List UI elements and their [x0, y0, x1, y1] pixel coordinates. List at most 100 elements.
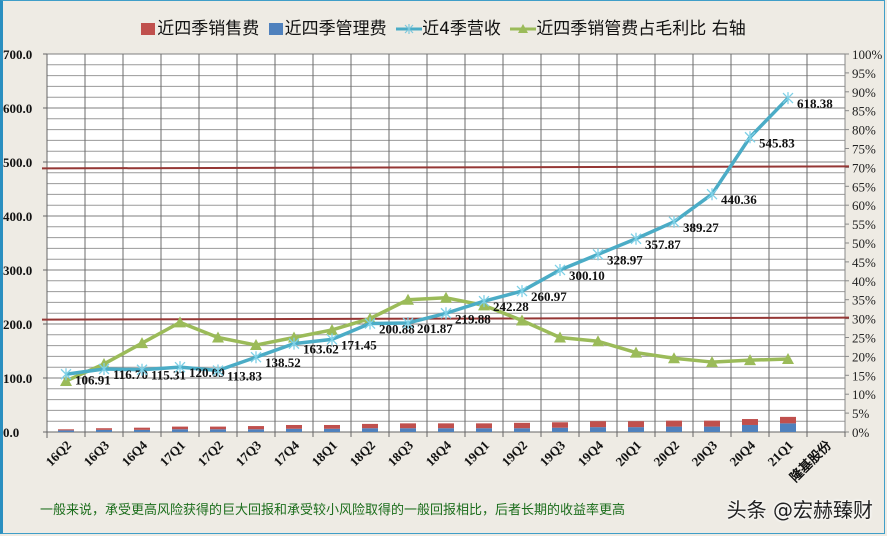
star-marker-icon — [630, 232, 642, 245]
bar-admin-expense — [514, 428, 530, 432]
star-marker-icon — [136, 363, 148, 376]
revenue-data-label: 328.97 — [607, 252, 643, 267]
revenue-data-label: 113.83 — [227, 369, 263, 384]
x-axis: 16Q2 16Q3 16Q4 17Q1 17Q2 17Q3 17Q4 18Q1 18Q2 18Q3… — [43, 431, 846, 485]
bar-sales-expense — [438, 423, 454, 429]
bar-admin-expense — [666, 426, 682, 432]
right-axis-label: 50% — [852, 236, 876, 251]
bar-admin-expense — [210, 429, 226, 432]
right-axis-label: 25% — [852, 331, 876, 346]
revenue-data-label: 545.83 — [759, 135, 795, 150]
left-axis: 0.0 100.0 200.0 300.0 400.0 500.0 600.0 700.0 — [3, 47, 48, 440]
right-axis-label: 80% — [852, 123, 876, 138]
revenue-data-label: 116.70 — [113, 367, 148, 382]
revenue-data-label: 618.38 — [797, 96, 833, 111]
bar-admin-expense — [286, 428, 302, 432]
legend-item-admin-expense: 近四季管理费 — [268, 14, 387, 39]
bar-sales-expense — [210, 426, 226, 430]
star-marker-icon — [668, 215, 680, 228]
revenue-data-label: 201.87 — [417, 321, 453, 336]
star-marker-icon — [174, 361, 186, 374]
bar-sales-expense — [780, 416, 796, 424]
legend-swatch-red — [141, 23, 156, 35]
bar-admin-expense — [96, 429, 112, 432]
bar-sales-expense — [514, 422, 530, 429]
right-axis-label: 35% — [852, 293, 876, 308]
right-axis-label: 40% — [852, 274, 876, 289]
x-axis-label: 18Q2 — [347, 438, 379, 470]
x-axis-label: 17Q4 — [271, 437, 303, 469]
revenue-data-label: 171.45 — [341, 337, 377, 352]
left-axis-label: 0.0 — [3, 425, 19, 440]
x-axis-label: 19Q4 — [575, 437, 607, 469]
right-axis-label: 70% — [852, 160, 876, 175]
right-axis: 0% 5% 10% 15% 20% 25% 30% 35% 40% 45% 50% 55% 60% 65%… — [844, 47, 883, 440]
triangle-marker-icon — [402, 293, 414, 305]
stacked-bars — [58, 416, 796, 432]
x-axis-label: 20Q2 — [651, 438, 683, 470]
bar-admin-expense — [476, 428, 492, 432]
right-axis-label: 30% — [852, 312, 876, 327]
x-axis-label: 21Q1 — [765, 438, 797, 470]
left-axis-label: 300.0 — [3, 263, 32, 278]
x-axis-label: 20Q3 — [689, 437, 721, 469]
legend-triangle-line-icon — [510, 24, 537, 33]
bar-admin-expense — [58, 430, 74, 432]
legend-swatch-blue — [268, 23, 283, 35]
right-axis-label: 10% — [852, 387, 876, 402]
left-axis-label: 700.0 — [3, 47, 32, 62]
revenue-data-label: 242.28 — [493, 299, 529, 314]
right-axis-label: 60% — [852, 198, 876, 213]
triangle-marker-icon — [326, 323, 338, 335]
x-axis-label: 16Q2 — [43, 438, 75, 470]
legend-item-sales-expense: 近四季销售费 — [141, 14, 259, 39]
star-marker-icon — [706, 188, 718, 201]
triangle-marker-icon — [250, 339, 262, 351]
x-axis-label: 18Q4 — [423, 437, 455, 469]
right-axis-label: 55% — [852, 217, 876, 232]
bar-sales-expense — [362, 423, 378, 429]
reference-line — [41, 165, 850, 170]
bar-admin-expense — [742, 424, 758, 432]
right-axis-label: 15% — [852, 368, 876, 383]
bar-sales-expense — [248, 426, 264, 430]
x-axis-label: 18Q3 — [385, 437, 417, 469]
chart-legend: 近四季销售费 近四季管理费 近4季营收 近四季销管费占毛利比 右轴 — [0, 14, 887, 39]
right-axis-label: 100% — [852, 47, 883, 62]
star-marker-icon — [478, 295, 490, 308]
legend-star-line-icon — [396, 24, 423, 34]
bar-admin-expense — [172, 429, 188, 432]
bar-sales-expense — [134, 427, 150, 430]
revenue-data-label: 219.88 — [455, 311, 491, 326]
bar-admin-expense — [134, 429, 150, 432]
star-marker-icon — [554, 263, 566, 276]
x-axis-label: 19Q3 — [537, 437, 569, 469]
star-marker-icon — [516, 285, 528, 298]
bar-sales-expense — [286, 424, 302, 429]
star-marker-icon — [592, 248, 604, 261]
star-marker-icon — [364, 317, 376, 330]
triangle-marker-icon — [668, 352, 680, 364]
bar-admin-expense — [704, 426, 720, 432]
x-axis-label: 19Q1 — [461, 438, 493, 470]
left-axis-label: 400.0 — [3, 209, 32, 224]
bar-admin-expense — [324, 428, 340, 432]
bar-sales-expense — [552, 422, 568, 428]
triangle-marker-icon — [212, 331, 224, 343]
right-axis-label: 75% — [852, 142, 876, 157]
triangle-marker-icon — [516, 314, 528, 326]
bar-sales-expense — [742, 419, 758, 425]
bar-admin-expense — [628, 427, 644, 432]
triangle-marker-icon — [440, 291, 452, 303]
star-marker-icon — [98, 362, 110, 375]
right-axis-label: 45% — [852, 255, 876, 270]
triangle-marker-icon — [706, 356, 718, 368]
star-marker-icon — [60, 368, 72, 381]
legend-item-ratio: 近四季销管费占毛利比 右轴 — [510, 14, 746, 39]
x-axis-label: 17Q3 — [233, 437, 265, 469]
star-marker-icon — [288, 337, 300, 350]
bar-sales-expense — [96, 428, 112, 430]
star-marker-icon — [326, 333, 338, 346]
x-axis-label: 17Q1 — [157, 438, 189, 470]
